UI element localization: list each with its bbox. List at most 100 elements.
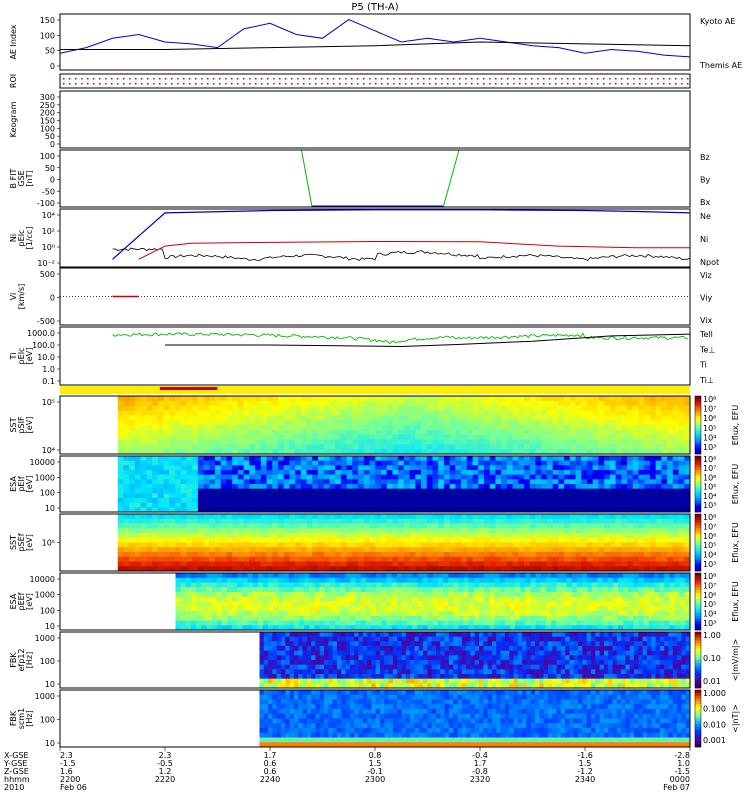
spectrogram-cell xyxy=(566,577,573,583)
roi-mark xyxy=(471,78,473,80)
spectrogram-cell xyxy=(350,582,356,588)
spectrogram-cell xyxy=(655,425,662,431)
spectrogram-cell xyxy=(443,601,449,607)
legend-entry: Vix xyxy=(700,316,713,325)
spectrogram-cell xyxy=(621,420,628,426)
spectrogram-cell xyxy=(564,460,571,466)
spectrogram-cell xyxy=(318,465,325,471)
spectrogram-cell xyxy=(499,611,506,617)
spectrogram-cell xyxy=(220,528,227,534)
spectrogram-cell xyxy=(575,518,582,524)
spectrogram-cell xyxy=(260,561,267,567)
spectrogram-cell xyxy=(672,434,679,440)
spectrogram-cell xyxy=(300,528,307,534)
spectrogram-cell xyxy=(237,615,243,621)
spectrogram-cell xyxy=(323,533,330,539)
spectrogram-cell xyxy=(483,537,491,543)
spectrogram-cell xyxy=(180,456,187,462)
spectrogram-cell xyxy=(381,596,387,602)
spectrogram-cell xyxy=(632,465,639,471)
roi-mark xyxy=(285,83,287,85)
spectrogram-cell xyxy=(649,405,657,411)
spectrogram-cell xyxy=(466,542,473,548)
spectrogram-cell xyxy=(152,537,159,543)
spectrogram-cell xyxy=(569,420,576,426)
spectrogram-cell xyxy=(426,396,433,402)
spectrogram-cell xyxy=(432,514,439,520)
spectrogram-cell xyxy=(255,488,262,494)
spectrogram-cell xyxy=(237,537,245,543)
spectrogram-cell xyxy=(129,528,136,534)
spectrogram-cell xyxy=(360,587,367,593)
spectrogram-cell xyxy=(392,449,399,455)
spectrogram-cell xyxy=(421,405,428,411)
spectrogram-cell xyxy=(571,601,578,607)
spectrogram-cell xyxy=(461,479,468,485)
spectrogram-cell xyxy=(273,611,279,617)
colorbar-cell xyxy=(695,448,701,452)
spectrogram-cell xyxy=(163,537,170,543)
spectrogram-cell xyxy=(466,561,473,567)
spectrogram-cell xyxy=(458,601,465,607)
spectrogram-cell xyxy=(163,484,170,490)
spectrogram-cell xyxy=(318,479,325,485)
spectrogram-cell xyxy=(518,566,525,572)
spectrogram-cell xyxy=(365,573,372,579)
spectrogram-cell xyxy=(329,449,336,455)
spectrogram-cell xyxy=(489,592,495,598)
spectrogram-cell xyxy=(561,587,567,593)
spectrogram-cell xyxy=(288,582,295,588)
spectrogram-cell xyxy=(283,460,290,466)
spectrogram-cell xyxy=(369,514,376,520)
spectrogram-cell xyxy=(146,537,153,543)
spectrogram-cell xyxy=(678,449,685,455)
spectrogram-cell xyxy=(163,479,170,485)
spectrogram-cell xyxy=(196,620,202,626)
spectrogram-cell xyxy=(421,507,428,513)
spectrogram-cell xyxy=(237,456,245,462)
spectrogram-cell xyxy=(335,493,342,499)
spectrogram-cell xyxy=(306,439,313,445)
roi-mark xyxy=(69,78,71,80)
spectrogram-cell xyxy=(541,434,548,440)
spectrogram-cell xyxy=(192,434,199,440)
spectrogram-cell xyxy=(192,456,199,462)
spectrogram-cell xyxy=(524,518,531,524)
spectrogram-cell xyxy=(621,470,628,476)
spectrogram-cell xyxy=(638,465,645,471)
spectrogram-cell xyxy=(495,470,502,476)
spectrogram-cell xyxy=(632,542,639,548)
spectrogram-cell xyxy=(598,484,605,490)
spectrogram-cell xyxy=(272,523,279,529)
spectrogram-cell xyxy=(345,625,351,631)
spectrogram-cell xyxy=(312,542,319,548)
spectrogram-cell xyxy=(655,484,662,490)
spectrogram-cell xyxy=(437,592,444,598)
roi-mark xyxy=(681,83,683,85)
spectrogram-cell xyxy=(180,498,187,504)
spectrogram-cell xyxy=(649,507,657,513)
spectrogram-cell xyxy=(432,587,439,593)
spectrogram-cell xyxy=(318,425,325,431)
spectrogram-cell xyxy=(398,528,405,534)
spectrogram-cell xyxy=(306,556,313,562)
spectrogram-cell xyxy=(386,561,393,567)
spectrogram-cell xyxy=(421,396,428,402)
spectrogram-cell xyxy=(412,592,418,598)
spectrogram-cell xyxy=(329,405,336,411)
spectrogram-cell xyxy=(255,465,262,471)
spectrogram-cell xyxy=(403,502,410,508)
spectrogram-cell xyxy=(180,577,187,583)
spectrogram-cell xyxy=(592,566,599,572)
spectrogram-cell xyxy=(556,582,562,588)
spectrogram-cell xyxy=(432,561,439,567)
spectrogram-cell xyxy=(134,523,142,529)
spectrogram-cell xyxy=(443,537,451,543)
spectrogram-cell xyxy=(494,615,501,621)
spectrogram-cell xyxy=(524,474,531,480)
spectrogram-cell xyxy=(558,444,565,450)
spectrogram-cell xyxy=(515,577,521,583)
spectrogram-cell xyxy=(243,493,250,499)
spectrogram-cell xyxy=(312,434,319,440)
y-tick-label: 0 xyxy=(50,62,55,71)
